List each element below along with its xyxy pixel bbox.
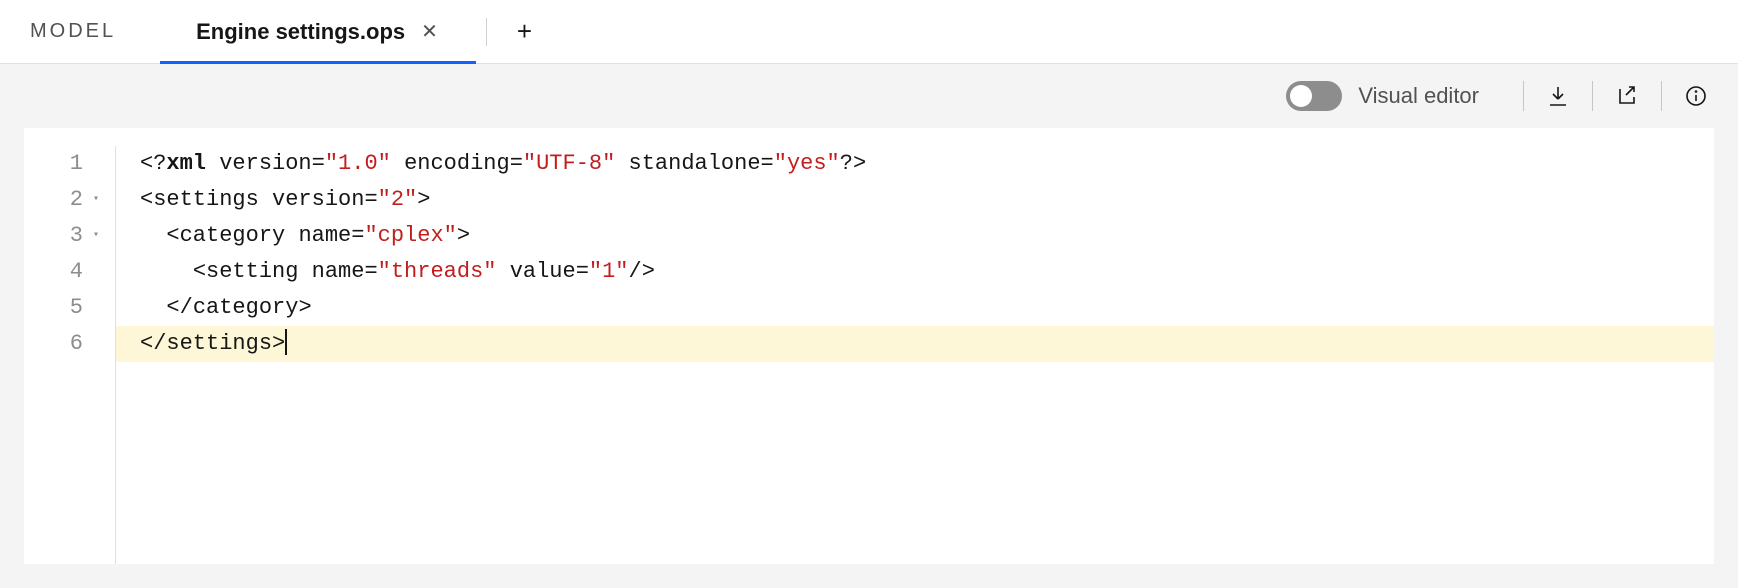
token-punct xyxy=(496,259,509,284)
visual-editor-toggle-group: Visual editor xyxy=(1286,81,1503,111)
code-line[interactable]: </category> xyxy=(140,290,1714,326)
fold-marker-icon[interactable]: ▾ xyxy=(89,182,99,218)
token-punct: > xyxy=(272,331,285,356)
token-tagbold: xml xyxy=(166,151,206,176)
token-attr: version xyxy=(272,187,364,212)
line-number: 2 xyxy=(70,182,83,218)
token-eq: = xyxy=(510,151,523,176)
gutter-line: 5 xyxy=(24,290,105,326)
line-number: 6 xyxy=(70,326,83,362)
toolbar-divider xyxy=(1523,81,1524,111)
visual-editor-toggle[interactable] xyxy=(1286,81,1342,111)
toolbar-divider xyxy=(1661,81,1662,111)
token-eq: = xyxy=(351,223,364,248)
token-punct: < xyxy=(193,259,206,284)
code-area[interactable]: <?xml version="1.0" encoding="UTF-8" sta… xyxy=(116,146,1714,564)
token-eq: = xyxy=(364,187,377,212)
code-line[interactable]: <category name="cplex"> xyxy=(140,218,1714,254)
code-line[interactable]: <settings version="2"> xyxy=(140,182,1714,218)
gutter-line: 2▾ xyxy=(24,182,105,218)
token-punct xyxy=(298,259,311,284)
text-cursor xyxy=(285,329,287,355)
token-attr: version xyxy=(219,151,311,176)
code-line[interactable]: </settings> xyxy=(140,326,1714,362)
token-punct xyxy=(285,223,298,248)
token-punct: /> xyxy=(629,259,655,284)
gutter-line: 4 xyxy=(24,254,105,290)
editor-pane: 12▾3▾456 <?xml version="1.0" encoding="U… xyxy=(0,128,1738,588)
token-punct xyxy=(391,151,404,176)
token-tag: setting xyxy=(206,259,298,284)
token-str: "1.0" xyxy=(325,151,391,176)
code-line[interactable]: <setting name="threads" value="1"/> xyxy=(140,254,1714,290)
token-eq: = xyxy=(761,151,774,176)
gutter-line: 6 xyxy=(24,326,105,362)
token-str: "cplex" xyxy=(364,223,456,248)
token-str: "threads" xyxy=(378,259,497,284)
code-editor[interactable]: 12▾3▾456 <?xml version="1.0" encoding="U… xyxy=(24,128,1714,564)
token-eq: = xyxy=(576,259,589,284)
toggle-knob xyxy=(1290,85,1312,107)
token-attr: standalone xyxy=(629,151,761,176)
token-punct: > xyxy=(457,223,470,248)
token-punct: > xyxy=(417,187,430,212)
token-attr: name xyxy=(312,259,365,284)
token-tag: settings xyxy=(153,187,259,212)
token-tag: settings xyxy=(166,331,272,356)
line-gutter: 12▾3▾456 xyxy=(24,146,116,564)
tab-bar: MODEL Engine settings.ops ✕ + xyxy=(0,0,1738,64)
close-icon[interactable]: ✕ xyxy=(419,17,440,46)
visual-editor-label: Visual editor xyxy=(1358,83,1479,109)
token-str: "UTF-8" xyxy=(523,151,615,176)
token-tag: category xyxy=(180,223,286,248)
fold-marker-icon[interactable]: ▾ xyxy=(89,218,99,254)
gutter-line: 3▾ xyxy=(24,218,105,254)
tab-model[interactable]: MODEL xyxy=(0,0,160,63)
token-eq: = xyxy=(364,259,377,284)
token-punct xyxy=(259,187,272,212)
token-punct: > xyxy=(298,295,311,320)
tab-engine-settings-label: Engine settings.ops xyxy=(196,19,405,45)
line-number: 1 xyxy=(70,146,83,182)
token-attr: name xyxy=(298,223,351,248)
token-punct: ?> xyxy=(840,151,866,176)
token-tag: category xyxy=(193,295,299,320)
token-punct: </ xyxy=(166,295,192,320)
editor-toolbar: Visual editor xyxy=(0,64,1738,128)
token-punct: < xyxy=(166,223,179,248)
token-attr: value xyxy=(510,259,576,284)
token-punct xyxy=(206,151,219,176)
token-str: "yes" xyxy=(774,151,840,176)
info-icon[interactable] xyxy=(1682,82,1710,110)
tab-divider xyxy=(486,18,487,46)
line-number: 3 xyxy=(70,218,83,254)
toolbar-divider xyxy=(1592,81,1593,111)
token-str: "2" xyxy=(378,187,418,212)
token-punct: < xyxy=(140,187,153,212)
token-punct: <? xyxy=(140,151,166,176)
token-punct xyxy=(615,151,628,176)
token-str: "1" xyxy=(589,259,629,284)
tab-model-label: MODEL xyxy=(30,20,116,43)
line-number: 5 xyxy=(70,290,83,326)
line-number: 4 xyxy=(70,254,83,290)
token-attr: encoding xyxy=(404,151,510,176)
add-tab-button[interactable]: + xyxy=(497,16,552,47)
gutter-line: 1 xyxy=(24,146,105,182)
token-punct: </ xyxy=(140,331,166,356)
code-line[interactable]: <?xml version="1.0" encoding="UTF-8" sta… xyxy=(140,146,1714,182)
tab-engine-settings[interactable]: Engine settings.ops ✕ xyxy=(160,0,476,63)
token-eq: = xyxy=(312,151,325,176)
download-icon[interactable] xyxy=(1544,82,1572,110)
import-icon[interactable] xyxy=(1613,82,1641,110)
